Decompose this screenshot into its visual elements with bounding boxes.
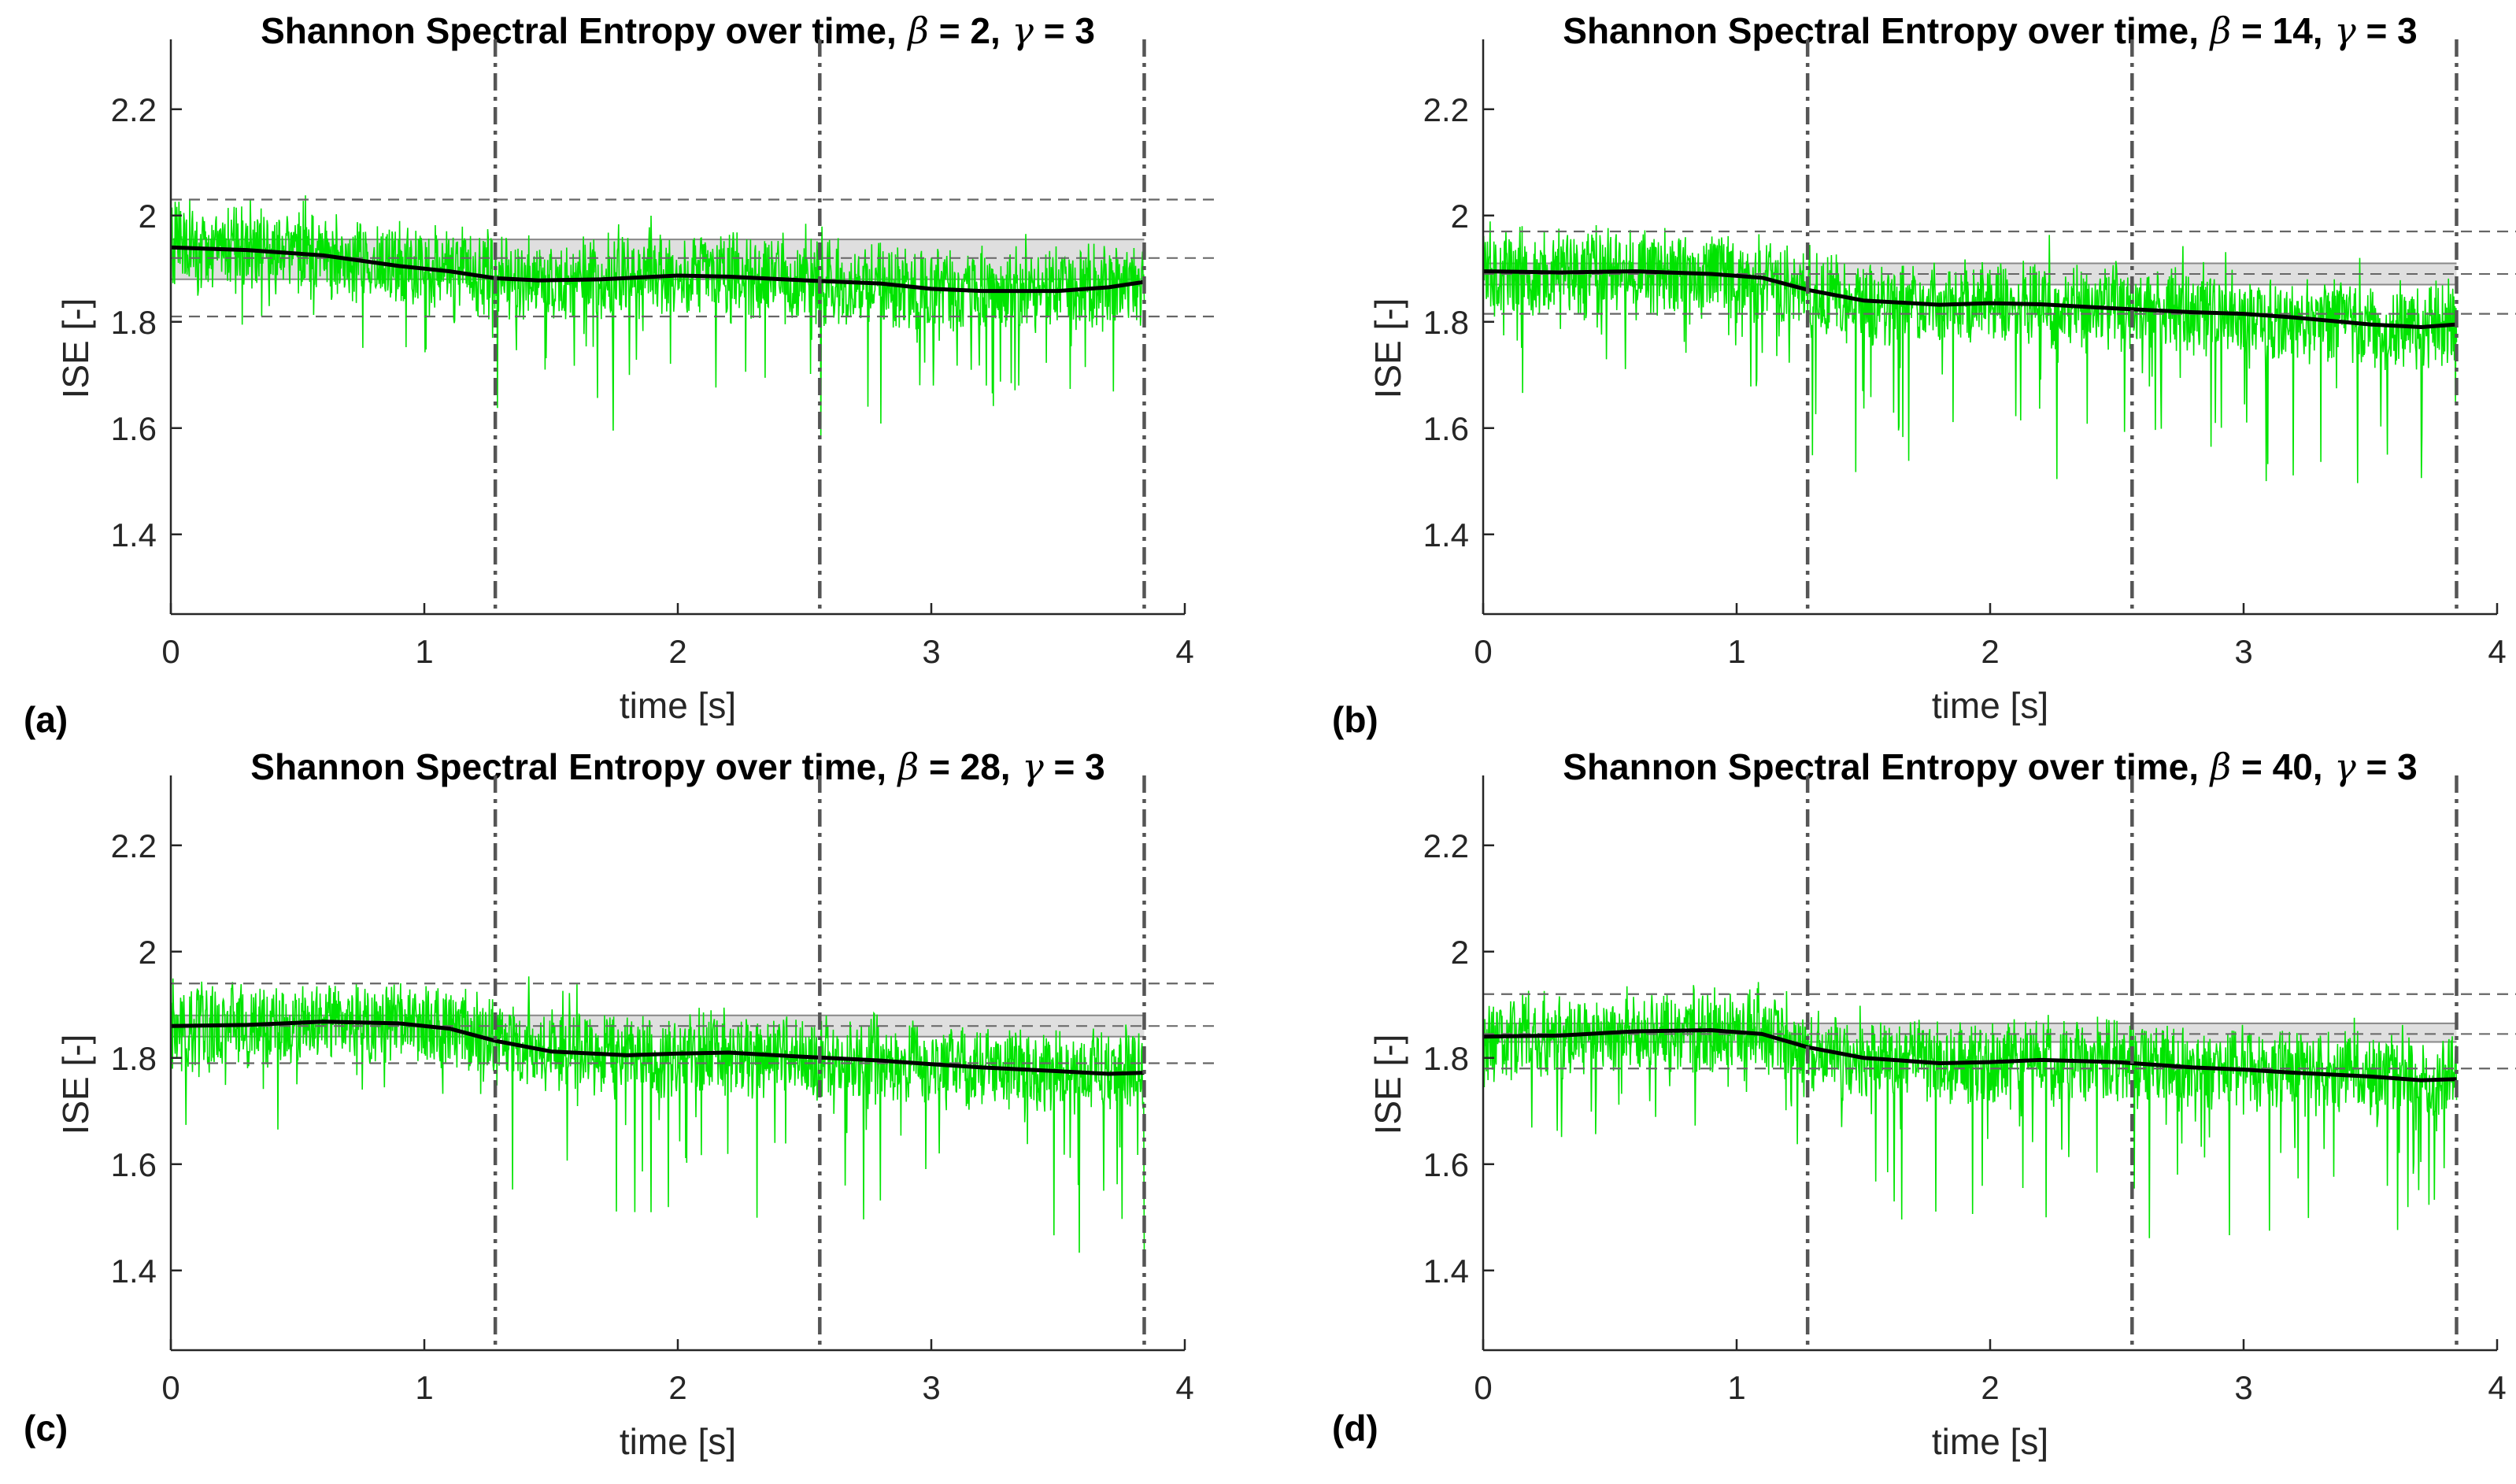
chart-title: Shannon Spectral Entropy over time, β = …	[250, 746, 1104, 788]
chart-title: Shannon Spectral Entropy over time, β = …	[261, 9, 1095, 52]
y-axis-label: ISE [-]	[1367, 298, 1408, 399]
y-tick-label: 1.6	[1423, 1146, 1469, 1183]
chart-title: Shannon Spectral Entropy over time, β = …	[1563, 746, 2417, 788]
y-tick-label: 1.6	[111, 1146, 157, 1183]
x-tick-label: 3	[2234, 633, 2252, 670]
title-beta-symbol: β	[897, 9, 929, 52]
y-tick-label: 2.2	[111, 91, 157, 128]
x-tick-label: 0	[1474, 633, 1492, 670]
x-axis-label: time [s]	[620, 1421, 736, 1462]
x-tick-label: 3	[2234, 1369, 2252, 1406]
title-beta-value: = 14,	[2231, 10, 2322, 51]
x-tick-label: 1	[1727, 1369, 1745, 1406]
y-axis-label: ISE [-]	[55, 298, 96, 399]
y-tick-label: 1.4	[1423, 516, 1469, 553]
y-tick-label: 2.2	[111, 827, 157, 864]
panel-label: (a)	[24, 699, 68, 740]
x-tick-label: 0	[161, 1369, 179, 1406]
x-tick-label: 2	[668, 633, 686, 670]
title-gamma-symbol: γ	[2323, 746, 2357, 788]
title-gamma-symbol: γ	[1011, 746, 1045, 788]
y-tick-label: 1.6	[111, 410, 157, 447]
x-tick-label: 1	[415, 633, 433, 670]
y-tick-label: 1.8	[1423, 304, 1469, 341]
series-raw-ise	[1482, 221, 2458, 483]
title-gamma-symbol: γ	[1001, 9, 1034, 52]
x-tick-label: 1	[415, 1369, 433, 1406]
series-smoothed-ise	[1482, 1028, 2457, 1082]
title-beta-symbol: β	[2199, 9, 2231, 52]
y-tick-label: 2	[139, 198, 157, 235]
chart-title: Shannon Spectral Entropy over time, β = …	[1563, 9, 2417, 52]
y-tick-label: 1.4	[111, 1253, 157, 1290]
x-tick-label: 4	[2488, 1369, 2506, 1406]
title-title-text: Shannon Spectral Entropy over time,	[261, 10, 897, 51]
title-beta-value: = 28,	[919, 746, 1010, 787]
y-tick-label: 2	[1451, 934, 1469, 971]
series-raw-ise	[170, 976, 1145, 1253]
panel-label: (b)	[1332, 699, 1378, 740]
y-tick-label: 1.8	[1423, 1040, 1469, 1077]
series-smoothed-ise	[170, 1020, 1145, 1076]
y-tick-label: 1.4	[1423, 1253, 1469, 1290]
y-axis-label: ISE [-]	[55, 1034, 96, 1135]
title-gamma-value: = 3	[1044, 746, 1105, 787]
panel-label: (c)	[24, 1408, 68, 1449]
title-title-text: Shannon Spectral Entropy over time,	[250, 746, 886, 787]
x-tick-label: 3	[922, 1369, 940, 1406]
x-tick-label: 2	[1981, 1369, 1999, 1406]
title-beta-value: = 2,	[929, 10, 1001, 51]
title-gamma-value: = 3	[1034, 10, 1095, 51]
x-tick-label: 2	[1981, 633, 1999, 670]
title-gamma-value: = 3	[2356, 10, 2418, 51]
y-tick-label: 2.2	[1423, 827, 1469, 864]
title-beta-value: = 40,	[2231, 746, 2322, 787]
x-axis-label: time [s]	[620, 685, 736, 726]
x-axis-label: time [s]	[1932, 685, 2048, 726]
title-title-text: Shannon Spectral Entropy over time,	[1563, 746, 2199, 787]
title-beta-symbol: β	[2199, 746, 2231, 788]
x-tick-label: 3	[922, 633, 940, 670]
x-tick-label: 2	[668, 1369, 686, 1406]
x-axis-label: time [s]	[1932, 1421, 2048, 1462]
series-raw-ise	[170, 195, 1145, 438]
chart-panel-b: Shannon Spectral Entropy over time, β = …	[1367, 9, 2516, 726]
y-tick-label: 2	[1451, 198, 1469, 235]
title-title-text: Shannon Spectral Entropy over time,	[1563, 10, 2199, 51]
y-tick-label: 1.8	[111, 304, 157, 341]
reference-band	[1483, 1023, 2457, 1042]
title-gamma-symbol: γ	[2323, 9, 2357, 52]
chart-panel-d: Shannon Spectral Entropy over time, β = …	[1367, 746, 2516, 1462]
title-gamma-value: = 3	[2356, 746, 2418, 787]
x-tick-label: 0	[1474, 1369, 1492, 1406]
x-tick-label: 0	[161, 633, 179, 670]
y-tick-label: 1.8	[111, 1040, 157, 1077]
panel-label: (d)	[1332, 1408, 1378, 1449]
x-tick-label: 4	[1175, 1369, 1193, 1406]
y-tick-label: 1.4	[111, 516, 157, 553]
series-smoothed-ise	[1482, 269, 2457, 329]
series-raw-ise	[1482, 982, 2458, 1238]
y-tick-label: 2.2	[1423, 91, 1469, 128]
series-smoothed-ise	[170, 245, 1145, 294]
x-tick-label: 4	[2488, 633, 2506, 670]
x-tick-label: 4	[1175, 633, 1193, 670]
y-tick-label: 2	[139, 934, 157, 971]
chart-panel-a: Shannon Spectral Entropy over time, β = …	[55, 9, 1220, 726]
y-tick-label: 1.6	[1423, 410, 1469, 447]
x-tick-label: 1	[1727, 633, 1745, 670]
y-axis-label: ISE [-]	[1367, 1034, 1408, 1135]
chart-panel-c: Shannon Spectral Entropy over time, β = …	[55, 746, 1220, 1462]
title-beta-symbol: β	[886, 746, 919, 788]
